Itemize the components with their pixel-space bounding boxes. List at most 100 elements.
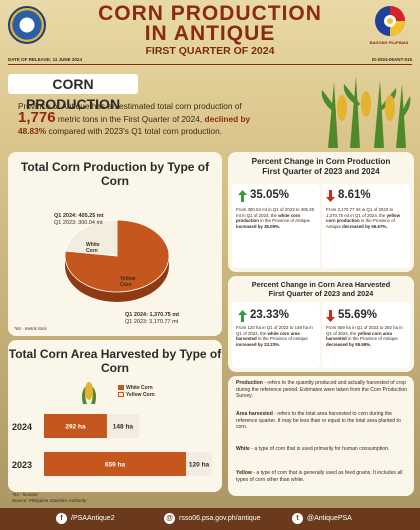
yellow-area-desc: From 659 ha in Q1 of 2023 to 292 ha in Q… <box>326 325 406 347</box>
header-divider <box>8 64 412 65</box>
white-area-change-box <box>232 302 320 368</box>
desc-part: in the Province of Antique <box>347 336 398 342</box>
definition-text: - a type of corn that is generally used … <box>236 470 403 483</box>
bar-category-2023: 2023 <box>12 460 32 470</box>
bar-label-2023-yellow-corn: 120 ha <box>189 462 210 469</box>
main-subtitle: FIRST QUARTER OF 2024 <box>145 45 275 57</box>
yellow-q1-2024: Q1 2024: 1,370.75 mt <box>125 312 180 318</box>
production-note: *mt - metric tons <box>14 326 47 331</box>
bar-label-2024-white-corn: 292 ha <box>65 424 86 431</box>
yellow-tag-line-1: Yellow <box>120 276 136 282</box>
arrow-down-icon <box>326 190 335 202</box>
legend-white: White Corn <box>118 385 155 392</box>
definition-term: Yellow <box>236 470 252 476</box>
bar-label-2024-yellow-corn: 148 ha <box>113 424 134 431</box>
definition-text: - a type of corn that is used primarily … <box>249 446 390 452</box>
area-panel-title: Total Corn Area Harvested by Type of Cor… <box>8 347 222 375</box>
footer-facebook[interactable]: f/PSAAntique2 <box>56 511 115 527</box>
pc-title-line-1: Percent Change in Corn Production <box>251 157 391 166</box>
arrow-up-icon <box>238 310 247 322</box>
bar-label-2023-white-corn: 659 ha <box>105 462 126 469</box>
intro-part-1: Province of Antique has an estimated tot… <box>18 101 242 111</box>
arrow-down-icon <box>326 310 335 322</box>
desc-bold: yellow corn production <box>326 212 400 224</box>
website-url: rsso06.psa.gov.ph/antique <box>179 515 261 522</box>
intro-decline-pct: 48.83% <box>18 126 47 136</box>
intro-declined: declined by <box>204 114 251 124</box>
definition-term: Production <box>236 380 263 386</box>
definition-text: - refers to the quantity produced and ac… <box>236 380 408 400</box>
pa-title-line-2: First Quarter of 2023 and 2024 <box>268 289 374 298</box>
bagong-pilipinas-logo <box>375 6 405 36</box>
intro-paragraph: Province of Antique has an estimated tot… <box>18 100 318 137</box>
definition-term: Area harvested <box>236 411 273 417</box>
desc-bold: white corn production <box>236 212 301 224</box>
white-area-pct: 23.33% <box>250 309 290 321</box>
definition-term: White <box>236 446 250 452</box>
psa-seal-logo <box>8 6 46 44</box>
pa-title-line-1: Percent Change in Corn Area Harvested <box>251 280 391 289</box>
facebook-handle: /PSAAntique2 <box>71 515 115 522</box>
desc-bold: decreased by 55.69%. <box>326 341 372 347</box>
desc-part: in the Province of Antique <box>326 218 395 229</box>
area-legend: White Corn Yellow Corn <box>118 385 155 399</box>
white-production-desc: From 300.04 mt in Q1 of 2023 to 405.25 m… <box>236 207 316 229</box>
pie-slice-yellow-corn <box>64 219 170 293</box>
footer-bar <box>0 508 420 530</box>
desc-part: From 659 ha in Q1 of 2023 to 292 ha in Q… <box>326 325 403 336</box>
bagong-pilipinas-caption: BAGONG PILIPINAS <box>369 40 409 45</box>
arrow-up-icon <box>238 190 247 202</box>
yellow-area-change-box <box>322 302 410 368</box>
main-title: CORN PRODUCTION IN ANTIQUE <box>0 3 420 45</box>
desc-part: From 300.04 mt in Q1 of 2023 to 405.25 m… <box>236 207 315 218</box>
twitter-icon: t <box>292 512 303 524</box>
footer-twitter[interactable]: t @AntiquePSA <box>292 511 352 527</box>
definition-white: White - a type of corn that is used prim… <box>236 446 408 453</box>
definition-text: - refers to the total area harvested to … <box>236 411 401 431</box>
reference-number: IS-2024-06ANT-015 <box>371 57 412 62</box>
white-tag-line-2: Corn <box>86 248 98 254</box>
area-note: *ha - hectare <box>12 492 38 497</box>
globe-icon: @ <box>164 512 175 524</box>
desc-part: in the Province of Antique <box>257 336 308 342</box>
bar-2024-yellow-corn <box>106 414 139 438</box>
area-bar-chart: 2024 292 ha 148 ha 2023 659 ha 120 ha <box>12 414 212 476</box>
yellow-corn-production-values: Q1 2024: 1,370.75 mt Q1 2023: 3,170.77 m… <box>125 312 179 326</box>
bar-2024-white-corn <box>44 414 107 438</box>
white-area-desc: From 120 ha in Q1 of 2023 to 148 ha in Q… <box>236 325 316 347</box>
white-corn-tag: White Corn <box>86 242 100 254</box>
section-banner: CORN PRODUCTION <box>8 74 138 112</box>
percent-change-production-title: Percent Change in Corn Production First … <box>228 157 414 177</box>
intro-total: 1,776 <box>18 109 56 126</box>
definition-production: Production - refers to the quantity prod… <box>236 380 408 400</box>
corn-icon <box>82 382 96 404</box>
desc-bold: increased by 35.05%. <box>236 223 281 229</box>
legend-yellow: Yellow Corn <box>118 392 155 399</box>
source-note: Source: Philippine Statistics Authority <box>12 498 87 503</box>
twitter-handle: @AntiquePSA <box>307 515 352 522</box>
bar-2023-white-corn <box>44 452 187 476</box>
legend-yellow-label: Yellow Corn <box>126 392 155 398</box>
desc-bold: yellow corn area harvested <box>326 330 392 342</box>
definition-yellow: Yellow - a type of corn that is generall… <box>236 470 408 483</box>
desc-bold: increased by 23.33%. <box>236 341 281 347</box>
yellow-tag-line-2: Corn <box>120 282 132 288</box>
definitions-panel <box>228 376 414 496</box>
white-q1-2023: Q1 2023: 300.04 mt <box>54 220 103 226</box>
yellow-corn-tag: Yellow Corn <box>120 276 136 288</box>
title-line-2: IN ANTIQUE <box>144 22 276 45</box>
white-q1-2024: Q1 2024: 405.25 mt <box>54 213 104 219</box>
bar-2023-yellow-corn <box>186 452 212 476</box>
footer-website[interactable]: @ rsso06.psa.gov.ph/antique <box>164 511 261 527</box>
pie-slice-white-corn <box>65 219 118 257</box>
yellow-production-desc: From 3,170.77 mt in Q1 of 2023 to 1,370.… <box>326 207 406 229</box>
corn-plant-illustration <box>321 76 411 148</box>
production-pie-chart <box>64 219 170 302</box>
pc-title-line-2: First Quarter of 2023 and 2024 <box>262 167 380 176</box>
date-of-release: DATE OF RELEASE: 11 JUNE 2024 <box>8 57 82 62</box>
white-corn-production-values: Q1 2024: 405.25 mt Q1 2023: 300.04 mt <box>54 213 104 227</box>
definition-area-harvested: Area harvested - refers to the total are… <box>236 411 408 431</box>
percent-change-area-title: Percent Change in Corn Area Harvested Fi… <box>228 280 414 298</box>
intro-part-2: metric tons in the First Quarter of 2024… <box>57 114 203 124</box>
yellow-area-pct: 55.69% <box>338 309 378 321</box>
